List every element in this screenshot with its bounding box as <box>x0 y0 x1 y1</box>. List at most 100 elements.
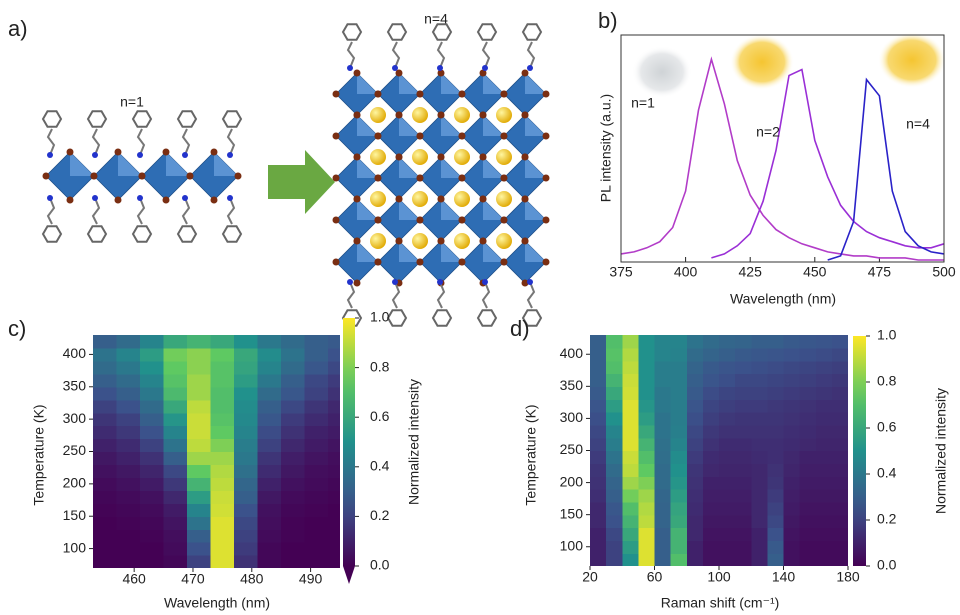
heatmap-cell <box>800 515 817 528</box>
heatmap-cell <box>622 399 639 412</box>
halide-atom <box>438 154 445 161</box>
heatmap-cell <box>590 399 607 412</box>
colorbar-tick-label: 0.0 <box>877 557 897 573</box>
heatmap-cell <box>751 515 768 528</box>
colorbar-tick-label: 0.4 <box>370 458 390 474</box>
nitrogen-atom <box>227 195 233 201</box>
heatmap-cell <box>719 438 736 451</box>
heatmap-cell <box>258 464 282 478</box>
heatmap-cell <box>703 425 720 438</box>
heatmap-cell <box>606 528 623 541</box>
heatmap-cell <box>655 476 672 489</box>
organic-chain <box>138 198 144 224</box>
panel-label: c) <box>8 316 26 341</box>
heatmap-cell <box>638 463 655 476</box>
heatmap-cell <box>671 412 688 425</box>
nitrogen-atom <box>227 152 233 158</box>
halide-atom <box>354 280 361 287</box>
heatmap-cell <box>784 438 801 451</box>
heatmap-cell <box>816 412 833 425</box>
heatmap-cell <box>687 476 704 489</box>
heatmap-cell <box>832 399 849 412</box>
heatmap-cell <box>687 412 704 425</box>
halide-atom <box>115 149 122 156</box>
heatmap-cell <box>234 503 258 517</box>
heatmap-cell <box>258 439 282 453</box>
heatmap-cell <box>187 516 211 530</box>
colorbar-label: Normalized intensity <box>406 379 422 505</box>
heatmap-cell <box>117 374 141 388</box>
y-tick-label: 100 <box>560 537 584 553</box>
heatmap-cell <box>638 425 655 438</box>
heatmap-cell <box>687 386 704 399</box>
heatmap-cell <box>800 476 817 489</box>
heatmap-cell <box>751 335 768 348</box>
nitrogen-atom <box>437 65 443 71</box>
heatmap-cell <box>93 477 117 491</box>
halide-atom <box>522 154 529 161</box>
heatmap-cell <box>703 553 720 566</box>
heatmap-cell <box>719 528 736 541</box>
x-axis-label: Raman shift (cm⁻¹) <box>661 595 780 611</box>
halide-atom <box>354 196 361 203</box>
heatmap-cell <box>606 438 623 451</box>
heatmap-cell <box>305 477 329 491</box>
cation <box>370 107 386 123</box>
heatmap-cell <box>751 540 768 553</box>
heatmap-cell <box>719 553 736 566</box>
halide-atom <box>333 175 340 182</box>
heatmap-cell <box>816 374 833 387</box>
heatmap-cell <box>655 553 672 566</box>
heatmap-cell <box>93 452 117 466</box>
heatmap-cell <box>211 361 235 375</box>
x-tick-label: 180 <box>836 569 860 585</box>
halide-atom <box>480 112 487 119</box>
halide-atom <box>163 197 170 204</box>
halide-atom <box>354 154 361 161</box>
halide-atom <box>543 217 550 224</box>
heatmap-cell <box>258 477 282 491</box>
heatmap-cell <box>281 503 305 517</box>
heatmap-cell <box>687 540 704 553</box>
heatmap-cell <box>187 555 211 569</box>
heatmap-cell <box>281 335 305 349</box>
heatmap-cell <box>816 348 833 361</box>
arrow <box>268 150 335 214</box>
heatmap-cell <box>164 529 188 543</box>
heatmap-cell <box>767 361 784 374</box>
colorbar-tick-label: 1.0 <box>370 309 390 325</box>
y-tick-label: 350 <box>560 377 584 393</box>
heatmap-cell <box>751 476 768 489</box>
halide-atom <box>417 259 424 266</box>
heatmap-cell <box>767 412 784 425</box>
heatmap-cell <box>800 438 817 451</box>
heatmap-cell <box>281 516 305 530</box>
heatmap-cell <box>687 463 704 476</box>
heatmap-cell <box>687 425 704 438</box>
x-tick-label: 460 <box>122 571 146 587</box>
organic-chain <box>348 282 354 308</box>
halide-atom <box>543 91 550 98</box>
heatmap-cell <box>622 502 639 515</box>
heatmap-cell <box>719 399 736 412</box>
heatmap-cell <box>816 540 833 553</box>
heatmap-cell <box>140 439 164 453</box>
heatmap-cell <box>234 477 258 491</box>
heatmap-cell <box>832 412 849 425</box>
x-tick-label: 400 <box>674 264 698 280</box>
heatmap-cell <box>305 426 329 440</box>
y-axis-label: Temperature (K) <box>523 404 539 505</box>
cation <box>454 191 470 207</box>
halide-atom <box>375 91 382 98</box>
heatmap-cell <box>767 463 784 476</box>
heatmap-cell <box>117 439 141 453</box>
nitrogen-atom <box>482 65 488 71</box>
benzene-ring <box>88 226 106 242</box>
halide-atom <box>417 217 424 224</box>
heatmap-cell <box>735 374 752 387</box>
heatmap-cell <box>606 399 623 412</box>
nitrogen-atom <box>347 65 353 71</box>
heatmap-cell <box>751 361 768 374</box>
heatmap-cell <box>211 477 235 491</box>
heatmap-cell <box>234 490 258 504</box>
